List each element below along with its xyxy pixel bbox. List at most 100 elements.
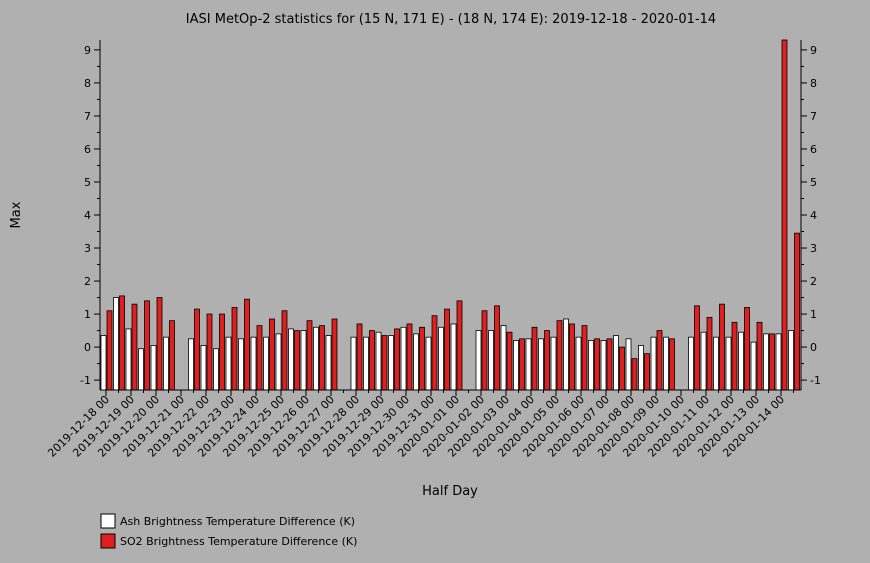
bar-so2 bbox=[519, 338, 525, 391]
bar-so2 bbox=[144, 300, 150, 391]
axes: -1 -1 0 0 1 1 2 2 3 3 4 4 5 5 6 6 7 7 8 8 9 9 bbox=[80, 40, 821, 391]
bar-so2 bbox=[556, 320, 563, 391]
bar-ash bbox=[750, 341, 757, 391]
bar-ash bbox=[275, 333, 282, 391]
bar-ash bbox=[625, 338, 632, 391]
y-tick-label-right: 8 bbox=[810, 77, 817, 90]
bar-ash bbox=[388, 335, 394, 391]
bar-ash bbox=[713, 336, 719, 391]
bar-ash bbox=[313, 326, 319, 391]
bar-so2 bbox=[619, 346, 625, 391]
bar-so2 bbox=[194, 308, 200, 391]
y-tick-label-left: -1 bbox=[80, 374, 91, 387]
bar-ash bbox=[688, 336, 694, 391]
bar-so2 bbox=[506, 331, 513, 391]
bar-so2 bbox=[706, 316, 713, 391]
bar-ash bbox=[738, 331, 744, 391]
bar-so2 bbox=[781, 39, 788, 391]
y-tick-label-left: 3 bbox=[84, 242, 91, 255]
bar-ash bbox=[450, 323, 457, 391]
bar-ash bbox=[213, 348, 219, 391]
bar-ash bbox=[550, 336, 557, 391]
bar-so2 bbox=[494, 305, 500, 391]
bar-ash bbox=[300, 330, 307, 391]
y-tick-label-right: 3 bbox=[810, 242, 817, 255]
bar-so2 bbox=[631, 358, 638, 391]
bar-so2 bbox=[331, 318, 338, 391]
bar-ash bbox=[650, 336, 657, 391]
bar-ash bbox=[100, 335, 107, 391]
y-tick-label-left: 4 bbox=[84, 209, 91, 222]
bar-ash bbox=[488, 330, 494, 391]
bar-ash bbox=[400, 326, 407, 391]
bar-so2 bbox=[569, 323, 575, 391]
y-tick-label-right: 4 bbox=[810, 209, 817, 222]
legend-swatch-so2 bbox=[100, 533, 116, 549]
bar-so2 bbox=[394, 328, 400, 391]
bar-so2 bbox=[794, 232, 800, 391]
bar-ash bbox=[413, 333, 419, 391]
bar-so2 bbox=[231, 307, 238, 391]
chart-title: IASI MetOp-2 statistics for (15 N, 171 E… bbox=[186, 12, 716, 27]
bar-so2 bbox=[131, 303, 138, 391]
bar-so2 bbox=[756, 321, 763, 391]
legend-swatch-ash bbox=[100, 513, 116, 529]
y-tick-label-left: 7 bbox=[84, 110, 91, 123]
bar-so2 bbox=[731, 321, 738, 391]
y-tick-label-right: 6 bbox=[810, 143, 817, 156]
bar-so2 bbox=[431, 315, 438, 391]
bar-so2 bbox=[206, 313, 213, 391]
bar-ash bbox=[425, 336, 432, 391]
y-tick-label-right: 2 bbox=[810, 275, 817, 288]
bar-ash bbox=[788, 330, 794, 391]
bar-ash bbox=[238, 338, 244, 391]
bar-ash bbox=[600, 340, 607, 391]
bar-ash bbox=[363, 336, 369, 391]
bar-ash bbox=[588, 340, 594, 391]
bar-so2 bbox=[769, 333, 775, 391]
bar-ash bbox=[288, 328, 294, 391]
y-tick-label-left: 1 bbox=[84, 308, 91, 321]
bar-ash bbox=[538, 338, 544, 391]
bar-so2 bbox=[306, 320, 313, 391]
bar-so2 bbox=[256, 325, 263, 391]
bar-ash bbox=[125, 328, 132, 391]
legend-label-ash: Ash Brightness Temperature Difference (K… bbox=[120, 515, 355, 528]
bar-so2 bbox=[444, 308, 450, 391]
bar-ash bbox=[663, 336, 669, 391]
y-tick-label-right: 1 bbox=[810, 308, 817, 321]
y-tick-label-left: 5 bbox=[84, 176, 91, 189]
bars bbox=[100, 39, 800, 391]
bar-ash bbox=[700, 331, 707, 391]
bar-so2 bbox=[644, 353, 650, 391]
y-tick-label-right: 9 bbox=[810, 44, 817, 57]
bar-so2 bbox=[581, 325, 588, 391]
bar-ash bbox=[513, 340, 519, 391]
bar-so2 bbox=[694, 305, 700, 391]
bar-so2 bbox=[369, 330, 375, 391]
bar-so2 bbox=[669, 338, 675, 391]
x-axis-title: Half Day bbox=[422, 484, 478, 499]
bar-so2 bbox=[456, 300, 463, 391]
bar-so2 bbox=[244, 298, 250, 391]
y-tick-label-right: 7 bbox=[810, 110, 817, 123]
bar-so2 bbox=[381, 335, 388, 391]
bar-ash bbox=[188, 338, 194, 391]
bar-so2 bbox=[156, 297, 163, 391]
bar-so2 bbox=[544, 330, 550, 391]
bar-ash bbox=[563, 318, 569, 391]
bar-so2 bbox=[481, 310, 488, 391]
bar-so2 bbox=[531, 326, 538, 391]
bar-ash bbox=[163, 336, 169, 391]
y-tick-label-left: 6 bbox=[84, 143, 91, 156]
bar-ash bbox=[763, 333, 769, 391]
bar-ash bbox=[525, 338, 532, 391]
bar-so2 bbox=[406, 323, 413, 391]
bar-ash bbox=[200, 345, 207, 391]
bar-so2 bbox=[319, 325, 325, 391]
bar-so2 bbox=[419, 326, 425, 391]
bar-so2 bbox=[269, 318, 275, 391]
bar-so2 bbox=[356, 323, 363, 391]
bar-ash bbox=[225, 336, 232, 391]
